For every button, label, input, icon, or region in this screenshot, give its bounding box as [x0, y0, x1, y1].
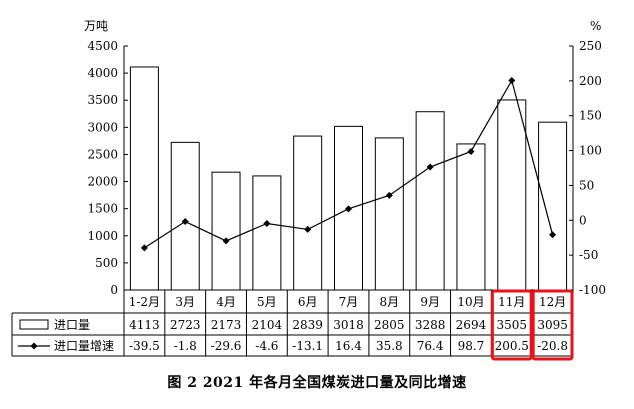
growth-value-label: -29.6	[211, 339, 242, 353]
chart-title: 图 2 2021 年各月全国煤炭进口量及同比增速	[167, 375, 467, 391]
y-left-tick-label: 2500	[87, 147, 118, 161]
growth-value-label: 16.4	[335, 339, 362, 353]
bar-4月	[211, 171, 241, 291]
bar-value-label: 2694	[456, 318, 487, 332]
growth-value-label: -39.5	[129, 339, 160, 353]
y-left-tick-label: 4500	[87, 39, 118, 53]
bar-value-label: 3095	[537, 318, 568, 332]
highlight-boxes	[490, 289, 574, 361]
bar-value-label: 2173	[211, 318, 242, 332]
growth-value-label: -13.1	[292, 339, 323, 353]
bar-value-label: 2104	[252, 318, 283, 332]
growth-value-label: 35.8	[376, 339, 403, 353]
growth-value-label: -4.6	[255, 339, 278, 353]
legend-line-name: 进口量增速	[54, 339, 114, 353]
y-left-tick-label: 4000	[87, 66, 118, 80]
growth-value-label: -20.8	[537, 339, 568, 353]
bar-5月	[252, 175, 282, 291]
bar-3月	[170, 141, 200, 291]
bar-value-label: 2723	[170, 318, 201, 332]
growth-value-label: -1.8	[174, 339, 197, 353]
category-label: 1-2月	[129, 295, 160, 309]
category-label: 11月	[498, 295, 525, 309]
category-label: 6月	[298, 295, 318, 309]
category-label: 5月	[257, 295, 277, 309]
highlight-box-12月	[531, 289, 574, 361]
y-left-tick-label: 500	[95, 256, 118, 270]
bar-value-label: 3505	[496, 318, 527, 332]
growth-point-7月	[345, 205, 352, 213]
growth-point-10月	[467, 147, 475, 155]
y-left-tick-label: 3500	[87, 93, 118, 107]
bar-value-label: 4113	[129, 318, 160, 332]
y-left-tick-label: 3000	[87, 120, 118, 134]
category-label: 8月	[379, 295, 399, 309]
chart-svg: 050010001500200025003000350040004500-100…	[11, 19, 606, 361]
highlight-box-11月	[490, 289, 533, 361]
growth-point-9月	[426, 163, 434, 171]
y-right-tick-label: 50	[579, 178, 594, 192]
growth-point-8月	[385, 191, 393, 199]
y-right-tick-label: 200	[579, 74, 602, 88]
category-label: 9月	[420, 295, 440, 309]
y-right-tick-label: 0	[579, 213, 587, 227]
line-series	[140, 77, 557, 252]
bar-10月	[456, 143, 486, 291]
axis-lines: 050010001500200025003000350040004500-100…	[87, 39, 606, 297]
y-left-tick-label: 0	[110, 283, 118, 297]
y-right-tick-label: 150	[579, 109, 602, 123]
growth-point-5月	[263, 219, 271, 227]
y-left-tick-label: 1000	[87, 229, 118, 243]
category-label: 10月	[457, 295, 484, 309]
growth-point-1-2月	[140, 244, 148, 252]
y-right-tick-label: -50	[579, 248, 598, 262]
bar-8月	[374, 137, 404, 291]
y-left-unit: 万吨	[84, 19, 108, 33]
bar-value-label: 2839	[292, 318, 323, 332]
y-left-tick-label: 1500	[87, 202, 118, 216]
y-right-unit: %	[590, 19, 601, 33]
category-label: 3月	[175, 295, 195, 309]
legend-bar-name: 进口量	[54, 318, 90, 332]
growth-value-label: 98.7	[458, 339, 485, 353]
category-label: 4月	[216, 295, 236, 309]
legend-line-marker	[30, 342, 38, 350]
growth-point-12月	[549, 231, 557, 239]
y-left-tick-label: 2000	[87, 175, 118, 189]
growth-point-11月	[508, 77, 516, 85]
bar-series	[129, 66, 568, 291]
bar-value-label: 2805	[374, 318, 405, 332]
y-right-tick-label: 250	[579, 39, 602, 53]
growth-point-6月	[304, 225, 312, 233]
bar-1-2月	[129, 66, 159, 291]
growth-point-4月	[222, 237, 230, 245]
y-right-tick-label: 100	[579, 144, 602, 158]
bar-6月	[293, 135, 323, 291]
bar-7月	[334, 125, 363, 291]
legend-bar-swatch	[19, 319, 49, 330]
y-right-tick-label: -100	[579, 283, 606, 297]
bar-9月	[415, 111, 445, 291]
category-label: 7月	[339, 295, 359, 309]
bar-12月	[538, 121, 568, 291]
growth-value-label: 76.4	[417, 339, 444, 353]
bar-value-label: 3288	[415, 318, 446, 332]
bar-11月	[497, 99, 527, 291]
category-label: 12月	[539, 295, 566, 309]
bar-value-label: 3018	[333, 318, 364, 332]
growth-point-3月	[181, 218, 189, 226]
growth-value-label: 200.5	[495, 339, 529, 353]
